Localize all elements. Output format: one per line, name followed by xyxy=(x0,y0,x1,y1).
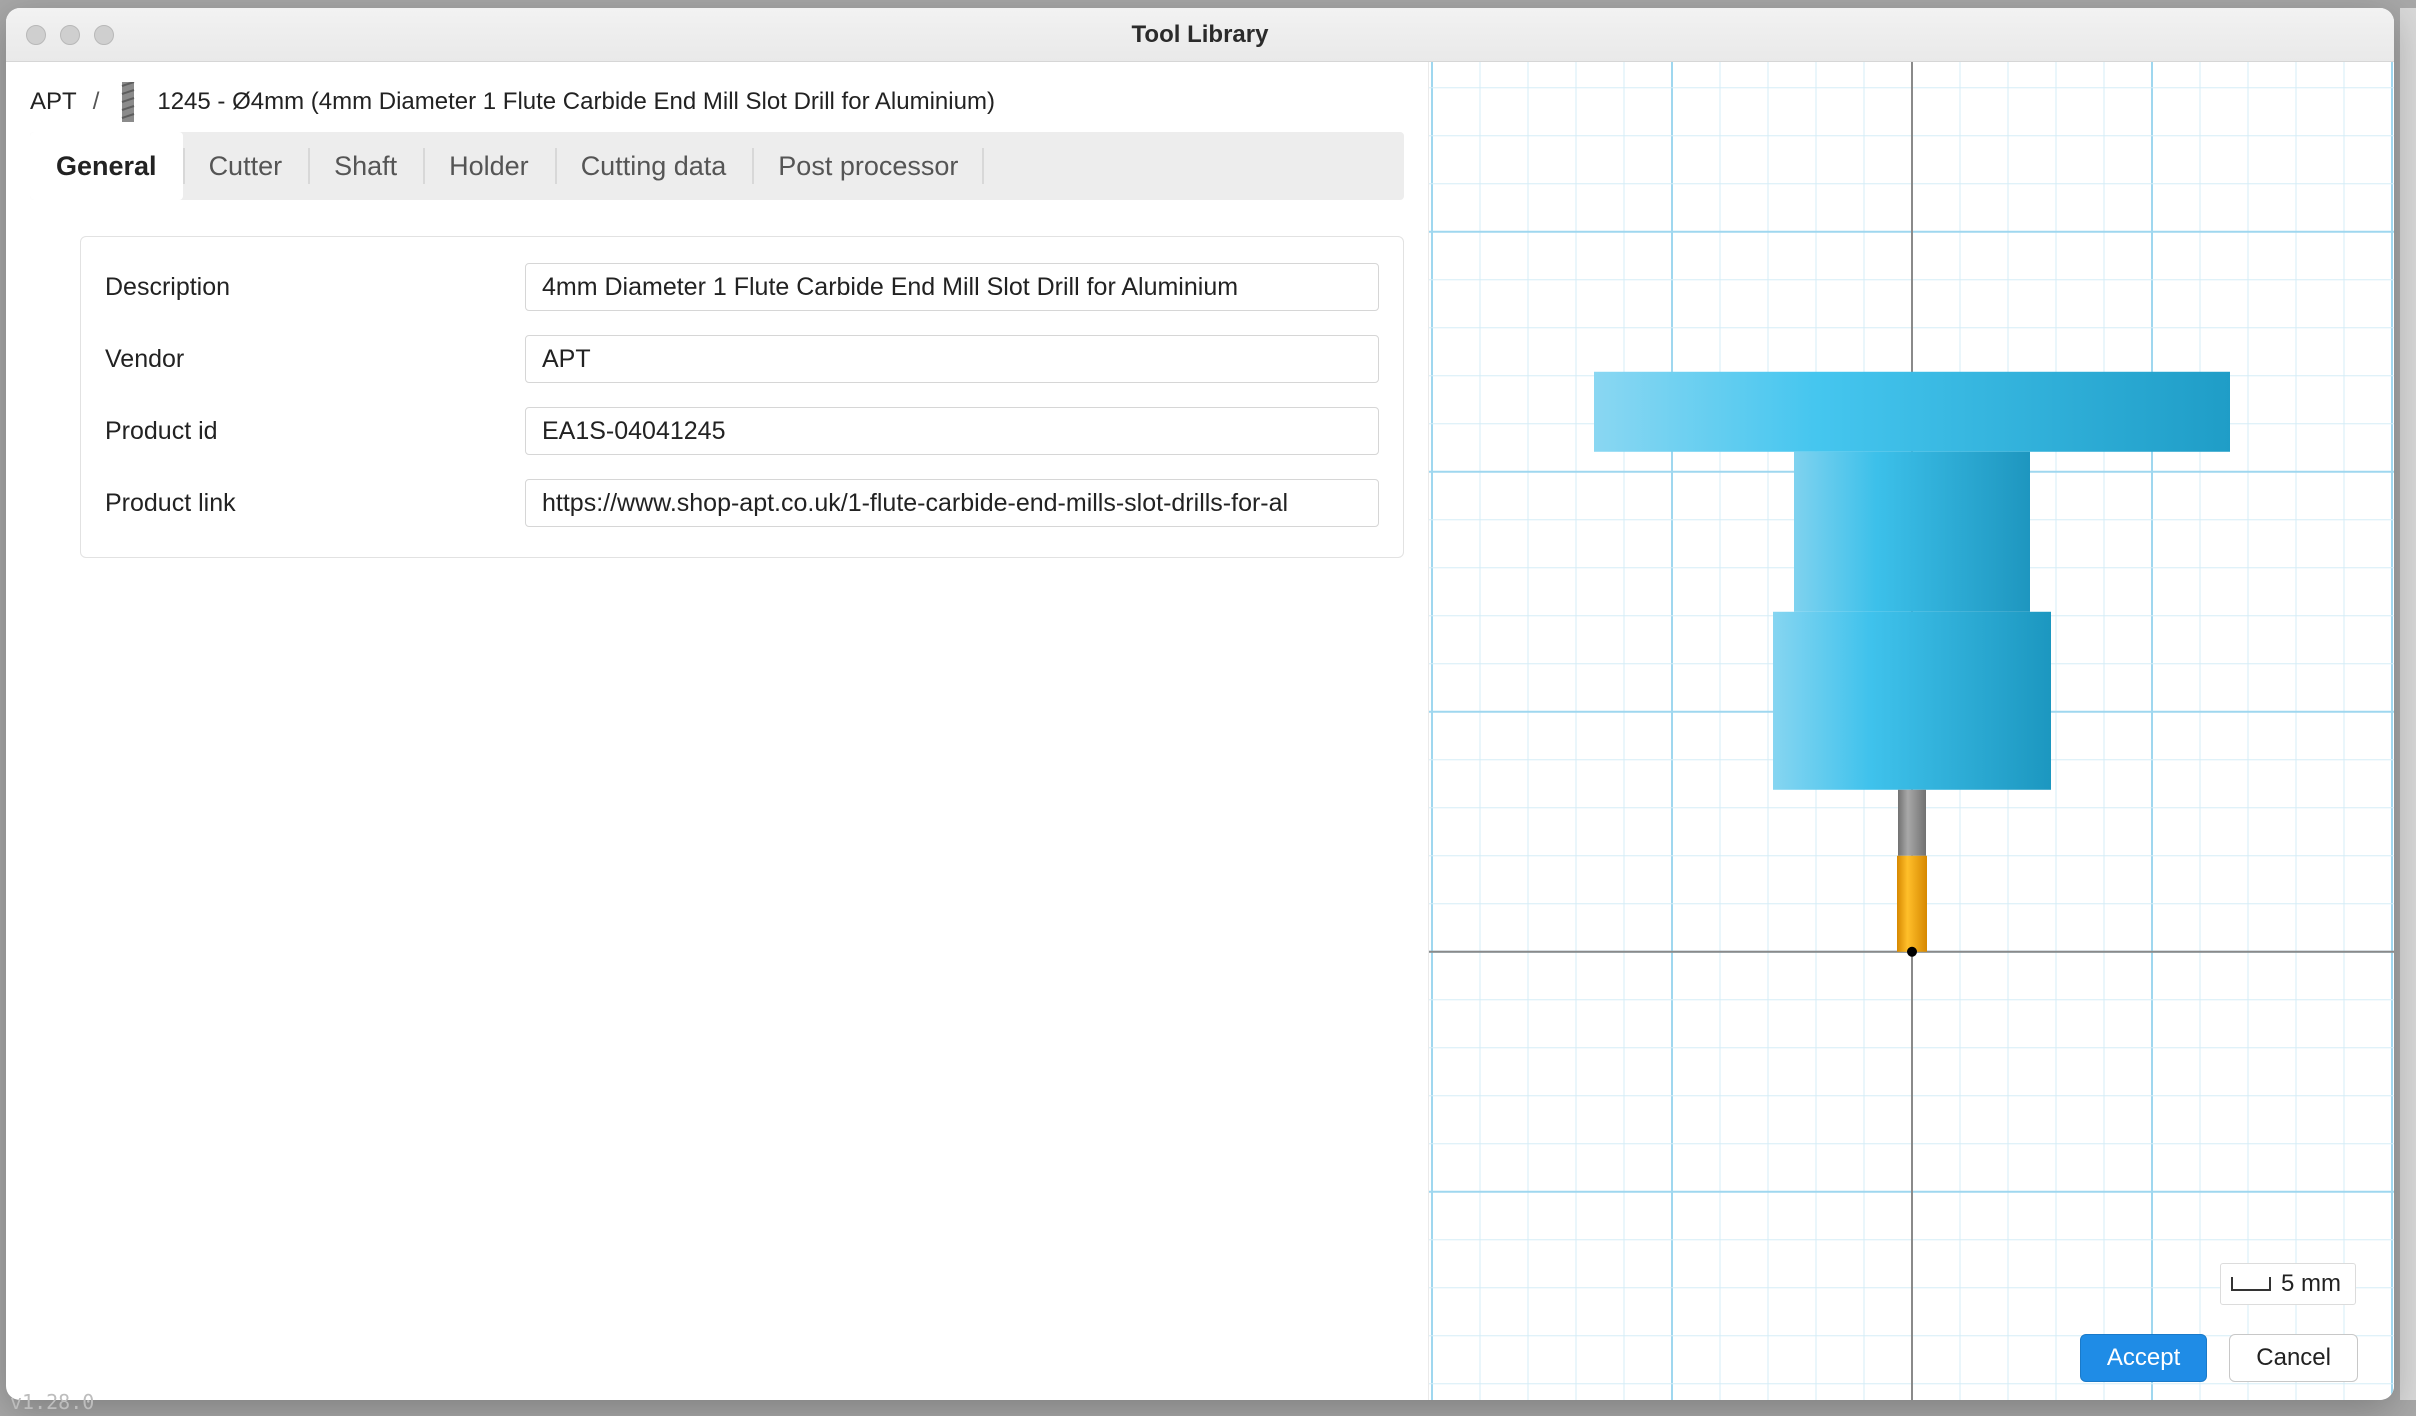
tab-label: Post processor xyxy=(778,151,958,182)
tab-label: Shaft xyxy=(334,151,397,182)
label-product-link: Product link xyxy=(105,489,525,518)
row-product-id: Product id xyxy=(105,395,1379,467)
input-product-id[interactable] xyxy=(525,407,1379,455)
breadcrumb-item: 1245 - Ø4mm (4mm Diameter 1 Flute Carbid… xyxy=(157,88,995,116)
tab-label: General xyxy=(56,151,157,182)
scale-badge: 5 mm xyxy=(2220,1263,2356,1305)
tab-post-processor[interactable]: Post processor xyxy=(752,132,984,200)
tool-preview[interactable] xyxy=(1429,62,2394,1400)
input-description[interactable] xyxy=(525,263,1379,311)
titlebar[interactable]: Tool Library xyxy=(6,8,2394,62)
button-label: Accept xyxy=(2107,1344,2180,1372)
right-pane: 5 mm Accept Cancel xyxy=(1428,62,2394,1400)
tab-general[interactable]: General xyxy=(30,132,183,200)
row-vendor: Vendor xyxy=(105,323,1379,395)
scale-mark-icon xyxy=(2231,1277,2271,1291)
breadcrumb-root[interactable]: APT xyxy=(30,88,77,116)
dialog-footer: Accept Cancel xyxy=(2080,1334,2358,1382)
traffic-lights xyxy=(26,25,114,45)
left-pane: APT / 1245 - Ø4mm (4mm Diameter 1 Flute … xyxy=(6,62,1428,1400)
tab-cutting-data[interactable]: Cutting data xyxy=(555,132,753,200)
window-title: Tool Library xyxy=(6,21,2394,49)
tab-label: Cutting data xyxy=(581,151,727,182)
content-area: APT / 1245 - Ø4mm (4mm Diameter 1 Flute … xyxy=(6,62,2394,1400)
background-app-strip xyxy=(2400,8,2416,1400)
version-label: v1.28.0 xyxy=(10,1390,94,1414)
tab-label: Cutter xyxy=(209,151,283,182)
label-product-id: Product id xyxy=(105,417,525,446)
zoom-icon[interactable] xyxy=(94,25,114,45)
tab-bar: General Cutter Shaft Holder Cutting data… xyxy=(30,132,1404,200)
label-vendor: Vendor xyxy=(105,345,525,374)
tab-holder[interactable]: Holder xyxy=(423,132,555,200)
input-product-link[interactable] xyxy=(525,479,1379,527)
scale-label: 5 mm xyxy=(2281,1270,2341,1298)
button-label: Cancel xyxy=(2256,1344,2331,1372)
breadcrumb: APT / 1245 - Ø4mm (4mm Diameter 1 Flute … xyxy=(6,76,1428,132)
label-description: Description xyxy=(105,273,525,302)
tab-cutter[interactable]: Cutter xyxy=(183,132,309,200)
tab-shaft[interactable]: Shaft xyxy=(308,132,423,200)
close-icon[interactable] xyxy=(26,25,46,45)
row-product-link: Product link xyxy=(105,467,1379,539)
minimize-icon[interactable] xyxy=(60,25,80,45)
tab-label: Holder xyxy=(449,151,529,182)
cancel-button[interactable]: Cancel xyxy=(2229,1334,2358,1382)
endmill-icon xyxy=(115,82,141,122)
input-vendor[interactable] xyxy=(525,335,1379,383)
row-description: Description xyxy=(105,251,1379,323)
general-form: Description Vendor Product id Product li… xyxy=(80,236,1404,558)
breadcrumb-sep: / xyxy=(93,88,100,116)
dialog-window: Tool Library APT / 1245 - Ø4mm (4mm Diam… xyxy=(6,8,2394,1400)
accept-button[interactable]: Accept xyxy=(2080,1334,2207,1382)
